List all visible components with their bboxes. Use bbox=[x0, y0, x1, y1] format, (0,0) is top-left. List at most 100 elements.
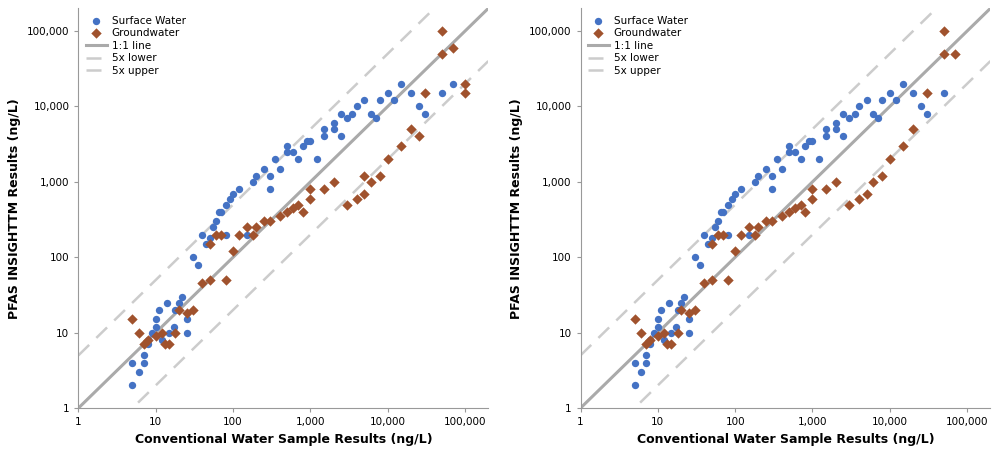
Groundwater bbox=[841, 201, 857, 208]
Groundwater bbox=[656, 329, 672, 336]
Groundwater bbox=[715, 231, 731, 238]
Surface Water bbox=[222, 195, 238, 202]
Surface Water bbox=[874, 97, 890, 104]
Groundwater bbox=[859, 190, 875, 197]
Groundwater bbox=[231, 231, 247, 238]
Groundwater bbox=[179, 310, 195, 317]
Surface Water bbox=[676, 293, 692, 301]
Surface Water bbox=[434, 89, 450, 97]
Groundwater bbox=[642, 336, 658, 344]
Groundwater bbox=[793, 201, 809, 208]
Groundwater bbox=[136, 340, 152, 348]
Groundwater bbox=[403, 125, 419, 133]
Groundwater bbox=[720, 276, 736, 284]
Surface Water bbox=[256, 165, 272, 172]
Surface Water bbox=[828, 125, 844, 133]
Surface Water bbox=[653, 306, 669, 314]
Surface Water bbox=[285, 148, 301, 155]
Groundwater bbox=[727, 248, 743, 255]
Groundwater bbox=[704, 276, 720, 284]
Groundwater bbox=[239, 224, 255, 231]
Groundwater bbox=[733, 231, 749, 238]
Legend: Surface Water, Groundwater, 1:1 line, 5x lower, 5x upper: Surface Water, Groundwater, 1:1 line, 5x… bbox=[84, 14, 188, 78]
Surface Water bbox=[801, 137, 817, 144]
Groundwater bbox=[457, 89, 473, 97]
Surface Water bbox=[316, 125, 332, 133]
Surface Water bbox=[349, 103, 365, 110]
Groundwater bbox=[393, 142, 409, 149]
Surface Water bbox=[774, 165, 790, 172]
Surface Water bbox=[627, 359, 643, 366]
Surface Water bbox=[368, 114, 384, 122]
Groundwater bbox=[248, 224, 264, 231]
Groundwater bbox=[696, 280, 712, 287]
Groundwater bbox=[797, 208, 813, 216]
Surface Water bbox=[715, 208, 731, 216]
Surface Water bbox=[208, 217, 224, 225]
Groundwater bbox=[262, 217, 278, 225]
Groundwater bbox=[380, 156, 396, 163]
Groundwater bbox=[131, 329, 147, 336]
Groundwater bbox=[919, 89, 935, 97]
Surface Water bbox=[218, 231, 234, 238]
Groundwater bbox=[208, 231, 224, 238]
Surface Water bbox=[218, 201, 234, 208]
Surface Water bbox=[171, 299, 187, 306]
Surface Water bbox=[417, 110, 433, 118]
Surface Water bbox=[835, 133, 851, 140]
Surface Water bbox=[344, 110, 360, 118]
Groundwater bbox=[225, 248, 241, 255]
Groundwater bbox=[670, 329, 686, 336]
Surface Water bbox=[787, 148, 803, 155]
Groundwater bbox=[285, 204, 301, 212]
Surface Water bbox=[663, 329, 679, 336]
Surface Water bbox=[245, 178, 261, 186]
Groundwater bbox=[372, 172, 388, 179]
Groundwater bbox=[633, 329, 649, 336]
Groundwater bbox=[905, 125, 921, 133]
Surface Water bbox=[650, 316, 666, 323]
Surface Water bbox=[372, 97, 388, 104]
Surface Water bbox=[248, 172, 264, 179]
Surface Water bbox=[159, 299, 175, 306]
Groundwater bbox=[787, 204, 803, 212]
Y-axis label: PFAS INSIGHTTM Results (ng/L): PFAS INSIGHTTM Results (ng/L) bbox=[510, 98, 523, 319]
Surface Water bbox=[681, 316, 697, 323]
Surface Water bbox=[707, 224, 723, 231]
Surface Water bbox=[870, 114, 886, 122]
Surface Water bbox=[720, 201, 736, 208]
Surface Water bbox=[205, 224, 221, 231]
Groundwater bbox=[882, 156, 898, 163]
Groundwater bbox=[650, 332, 666, 340]
Surface Water bbox=[936, 89, 952, 97]
Groundwater bbox=[818, 186, 834, 193]
Groundwater bbox=[124, 316, 140, 323]
Groundwater bbox=[774, 212, 790, 220]
Groundwater bbox=[895, 142, 911, 149]
Surface Water bbox=[316, 133, 332, 140]
Surface Water bbox=[179, 329, 195, 336]
Groundwater bbox=[417, 89, 433, 97]
Surface Water bbox=[704, 234, 720, 242]
Groundwater bbox=[865, 178, 881, 186]
Surface Water bbox=[148, 316, 164, 323]
Surface Water bbox=[713, 208, 729, 216]
Surface Water bbox=[720, 231, 736, 238]
Surface Water bbox=[262, 186, 278, 193]
Groundwater bbox=[936, 50, 952, 57]
Groundwater bbox=[171, 306, 187, 314]
Surface Water bbox=[326, 119, 342, 127]
Surface Water bbox=[339, 114, 355, 122]
Surface Water bbox=[185, 254, 201, 261]
Surface Water bbox=[638, 352, 654, 359]
Surface Water bbox=[140, 340, 156, 348]
Groundwater bbox=[356, 190, 372, 197]
Groundwater bbox=[947, 50, 963, 57]
Groundwater bbox=[326, 178, 342, 186]
Surface Water bbox=[668, 323, 684, 331]
Groundwater bbox=[290, 201, 306, 208]
Surface Water bbox=[148, 323, 164, 331]
Surface Water bbox=[696, 231, 712, 238]
Groundwater bbox=[256, 217, 272, 225]
Surface Water bbox=[673, 299, 689, 306]
